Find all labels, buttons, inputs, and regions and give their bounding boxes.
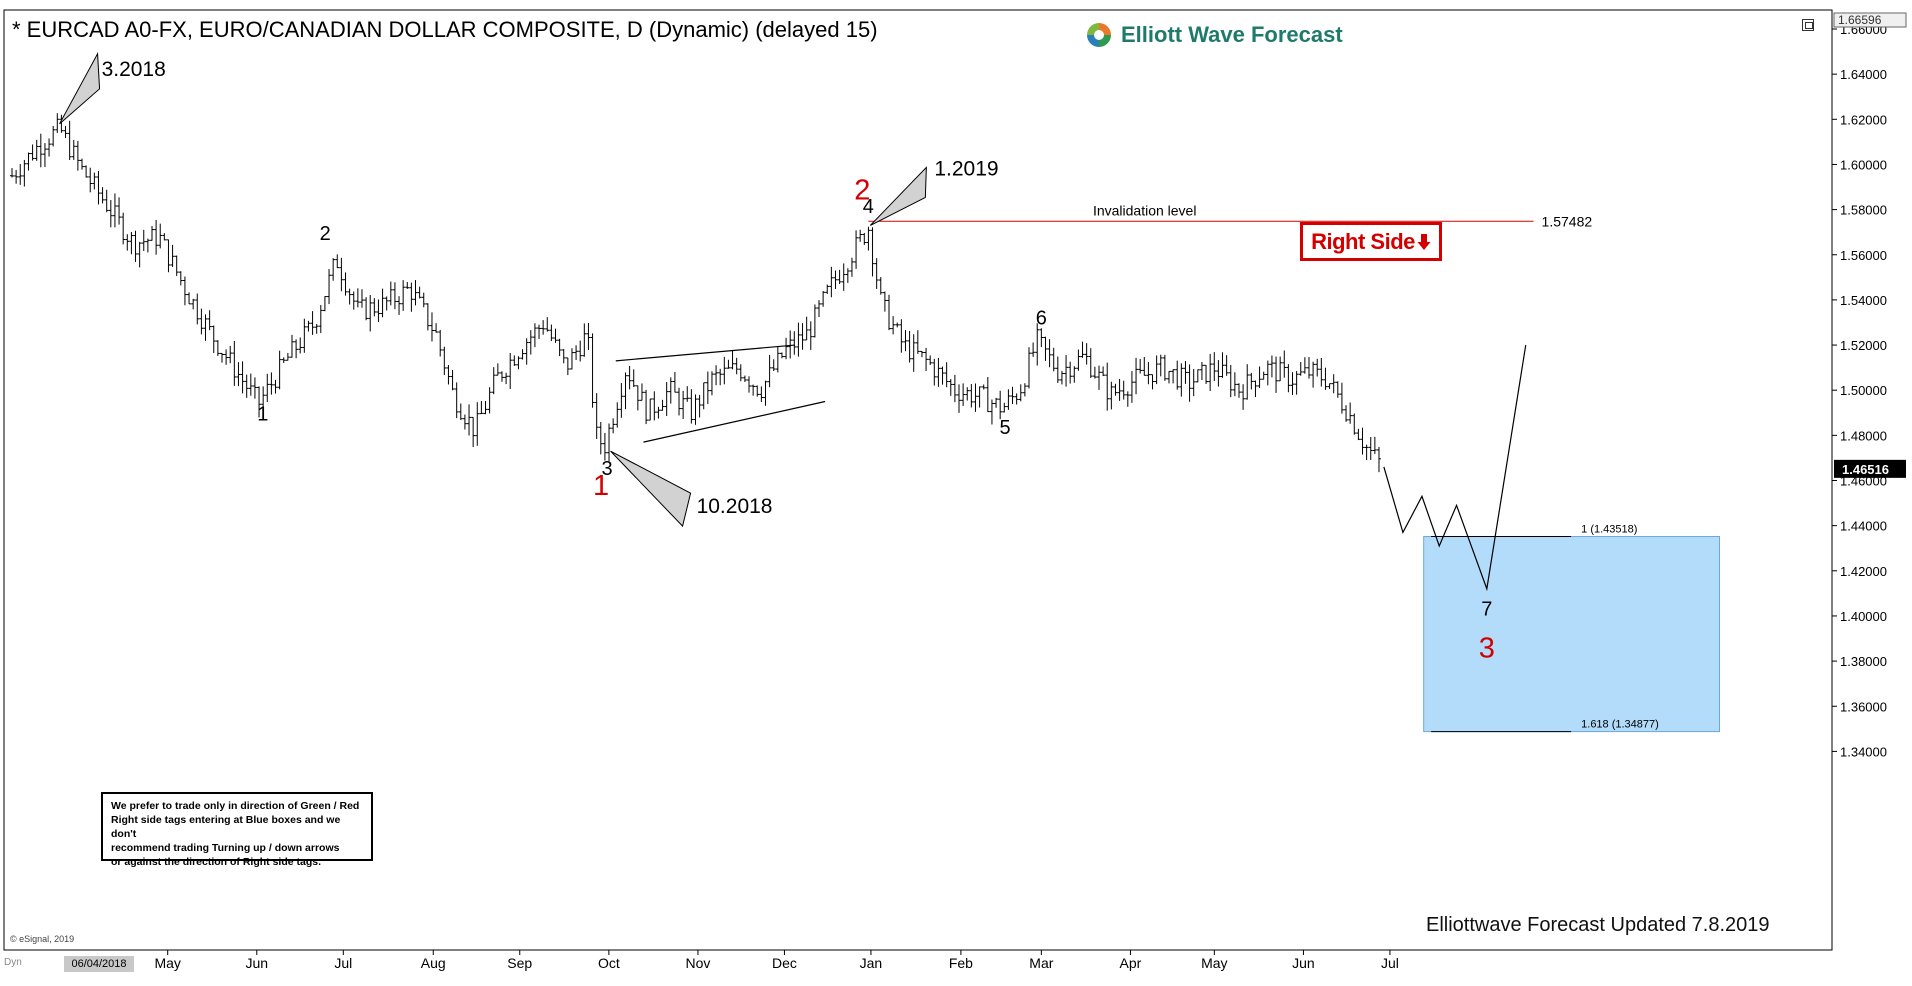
y-tick-label: 1.44000 [1840,519,1887,534]
right-side-label: Right Side [1311,228,1415,254]
logo: Elliott Wave Forecast [1084,18,1343,52]
wave-label-red: 1 [593,470,609,502]
dyn-label: Dyn [4,957,22,968]
y-tick-label: 1.62000 [1840,112,1887,127]
y-tick-label: 1.36000 [1840,699,1887,714]
fib-level-label: 1.618 (1.34877) [1581,719,1659,731]
wave-label: 5 [999,417,1010,439]
x-tick-label: Jul [1381,955,1399,971]
x-tick-label: Oct [598,955,620,971]
elliott-wave-logo-icon [1087,23,1111,47]
right-side-tag: Right Side [1300,222,1442,261]
y-tick-label: 1.42000 [1840,564,1887,579]
x-tick-label: Apr [1120,955,1142,971]
x-tick-label: May [154,955,180,971]
turning-arrow-label: 1.2019 [934,157,998,180]
wave-label-red: 2 [854,174,870,206]
wave-label-red: 3 [1479,633,1495,665]
projection-path [1383,344,1527,592]
wave-label: 4 [863,196,874,218]
turning-arrow-label: 10.2018 [697,495,773,518]
logo-text: Elliott Wave Forecast [1121,22,1343,47]
invalidation-label: Invalidation level [1093,202,1197,218]
turning-arrow [869,166,927,226]
y-tick-label: 1.52000 [1840,338,1887,353]
x-tick-label: Jul [334,955,352,971]
arrow-down-icon [1417,233,1431,250]
x-tick-label: Nov [685,955,710,971]
y-tick-label: 1.50000 [1840,383,1887,398]
wave-label: 3 [602,458,613,480]
x-tick-label: Sep [507,955,532,971]
y-tick-label: 1.38000 [1840,654,1887,669]
y-tick-label: 1.40000 [1840,609,1887,624]
y-top-label: 1.66596 [1838,13,1882,27]
y-tick-label: 1.48000 [1840,428,1887,443]
fib-level-label: 1 (1.43518) [1581,524,1637,536]
chart-title: * EURCAD A0-FX, EURO/CANADIAN DOLLAR COM… [12,17,878,42]
x-tick-label: May [1201,955,1227,971]
turning-arrow [610,450,692,528]
y-tick-label: 1.54000 [1840,293,1887,308]
wave-label: 1 [257,404,268,426]
wave-label: 2 [320,223,331,245]
y-tick-label: 1.60000 [1840,157,1887,172]
y-tick-label: 1.56000 [1840,248,1887,263]
trading-note: We prefer to trade only in direction of … [101,792,373,868]
x-tick-label: Aug [421,955,446,971]
y-tick-label: 1.64000 [1840,67,1887,82]
triangle-trendline [643,400,826,443]
turning-arrow-label: 3.2018 [102,58,166,81]
y-tick-label: 1.58000 [1840,203,1887,218]
invalidation-value: 1.57482 [1542,213,1593,229]
current-price-label: 1.46516 [1842,462,1889,477]
x-tick-label: Jun [1292,955,1315,971]
copyright: © eSignal, 2019 [10,934,75,944]
x-tick-label: Feb [949,955,973,971]
update-footer: Elliottwave Forecast Updated 7.8.2019 [1426,914,1770,936]
y-tick-label: 1.34000 [1840,744,1887,759]
triangle-trendline [615,344,795,362]
x-tick-label: Dec [772,955,797,971]
blue-box [1423,536,1721,733]
wave-label: 7 [1481,598,1492,620]
x-tick-label: Mar [1029,955,1053,971]
y-top-label-box [1833,12,1907,28]
x-tick-label: Jan [860,955,883,971]
turning-arrow [59,52,101,125]
window-restore-icon[interactable] [1802,19,1814,31]
x-tick-label: Jun [246,955,269,971]
current-price-box [1834,459,1906,478]
wave-label: 6 [1036,308,1047,330]
date-stamp: 06/04/2018 [64,956,134,972]
